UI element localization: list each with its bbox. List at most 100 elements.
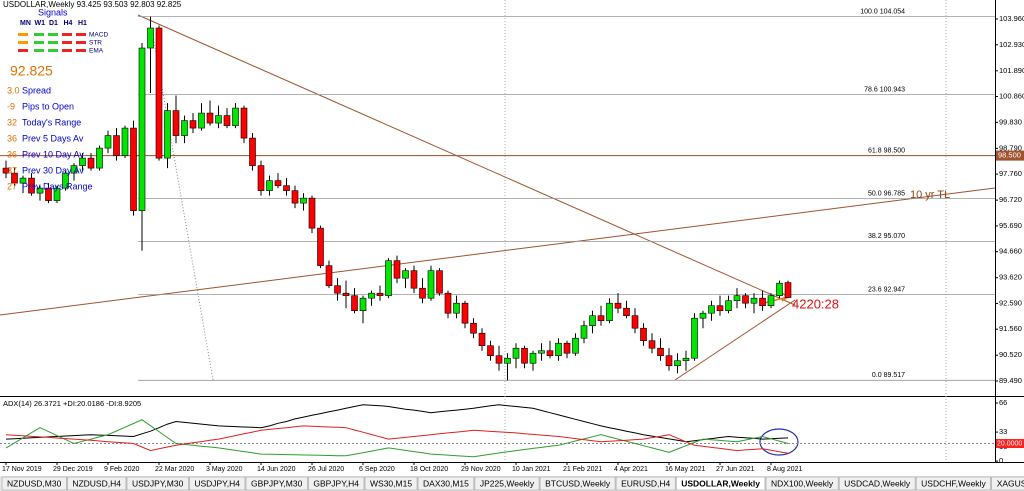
tab[interactable]	[417, 476, 475, 491]
y-tick-label: 90.520	[999, 350, 1022, 359]
fib-label: 50.0 96.785	[868, 190, 905, 197]
candle-body	[504, 357, 511, 364]
candle-body	[487, 345, 494, 357]
info-value: 36	[7, 133, 17, 143]
price-marker-box	[996, 150, 1024, 161]
candle-body	[529, 352, 537, 364]
tab[interactable]	[838, 476, 916, 491]
trend-line	[674, 299, 796, 381]
candle-body	[206, 112, 214, 124]
tab-label[interactable]: WS30,M15	[370, 478, 412, 488]
y-tick-label: 103.960	[999, 14, 1024, 23]
tab-label[interactable]: USDJPY,H4	[194, 478, 240, 488]
x-tick-label: 10 Jan 2021	[512, 466, 551, 473]
tab-label[interactable]: USDCHF,Weekly	[921, 478, 986, 488]
candle-body	[631, 315, 639, 329]
x-tick-label: 29 Dec 2019	[53, 466, 93, 473]
y-tick-label: 33	[999, 427, 1007, 436]
tab[interactable]	[67, 476, 127, 491]
x-tick-label: 6 Sep 2020	[359, 466, 395, 473]
x-tick-label: 18 Oct 2020	[410, 466, 448, 473]
candle-body	[155, 27, 163, 159]
candle-body	[606, 302, 613, 322]
signal-dot	[62, 49, 72, 52]
level-box	[996, 439, 1024, 449]
candle-body	[96, 147, 103, 169]
tab-label[interactable]: JP225,Weekly	[480, 478, 535, 488]
candle-body	[36, 187, 44, 194]
candle-body	[283, 185, 290, 191]
tab-label[interactable]: GBPJPY,M30	[251, 478, 303, 488]
candle-body	[317, 227, 324, 266]
tab[interactable]	[675, 476, 766, 491]
candle-body	[546, 350, 554, 357]
timeframe-label: H1	[78, 20, 87, 27]
tab[interactable]	[126, 476, 189, 491]
tab-label[interactable]: USDJPY,M30	[132, 478, 184, 488]
signal-dot	[34, 49, 44, 52]
candle-body	[572, 337, 579, 354]
candle-body	[436, 270, 443, 294]
x-tick-label: 17 Nov 2019	[2, 466, 42, 473]
highlight-ellipse	[759, 428, 799, 456]
tab[interactable]	[615, 476, 676, 491]
candle-body	[461, 302, 469, 324]
fib-label: 61.8 98.500	[868, 147, 905, 154]
candle-body	[266, 180, 273, 191]
chart-header: USDOLLAR,Weekly 93.425 93.503 92.803 92.…	[3, 0, 182, 9]
candle-body	[750, 297, 758, 304]
candle-body	[368, 292, 375, 299]
tab[interactable]	[915, 476, 991, 491]
tab-label[interactable]: USDOLLAR,Weekly	[681, 478, 760, 488]
signal-dot	[76, 49, 86, 52]
signal-dot	[76, 33, 86, 36]
tab-label[interactable]: XAGUSD,H4	[997, 478, 1024, 488]
tab-label[interactable]: NZDUSD,H4	[72, 478, 121, 488]
tab[interactable]	[189, 476, 246, 491]
tab[interactable]	[539, 476, 616, 491]
tab-label[interactable]: EURUSD,H4	[621, 478, 670, 488]
candle-body	[325, 265, 333, 286]
tab-label[interactable]: GBPJPY,H4	[313, 478, 359, 488]
tab[interactable]	[1, 476, 67, 491]
candle-body	[164, 110, 171, 159]
tab[interactable]	[765, 476, 839, 491]
y-tick-label: 97.760	[999, 169, 1022, 178]
dotted-line	[151, 29, 214, 381]
tab[interactable]	[364, 476, 418, 491]
candle-body	[555, 342, 562, 357]
x-tick-label: 14 Jun 2020	[257, 466, 296, 473]
y-tick-label: 91.560	[999, 324, 1022, 333]
adx-header: ADX(14) 26.3721 +DI:20.0186 -DI:8.9205	[3, 399, 141, 408]
candle-body	[385, 260, 392, 296]
tab-label[interactable]: NZDUSD,M30	[7, 478, 62, 488]
tab-label[interactable]: NDX100,Weekly	[771, 478, 834, 488]
candle-body	[232, 107, 239, 126]
signal-dot	[48, 49, 58, 52]
tab[interactable]	[474, 476, 540, 491]
candle-body	[691, 317, 698, 359]
tab[interactable]	[245, 476, 308, 491]
candle-body	[45, 187, 52, 201]
annotation: 4220:28	[792, 296, 839, 311]
candle-body	[113, 135, 120, 156]
tab-bar: NZDUSD,M30 NZDUSD,H4 USDJPY,M30 USDJPY,H4 GB…	[0, 476, 1024, 491]
level-label: 20.0000	[997, 440, 1022, 447]
candle-body	[308, 197, 316, 229]
fib-label: 23.6 92.947	[868, 286, 905, 293]
candle-body	[733, 295, 741, 301]
candle-body	[223, 115, 231, 126]
tab-label[interactable]: USDCAD,Weekly	[844, 478, 911, 488]
info-value: 32	[7, 117, 17, 127]
tab[interactable]	[991, 476, 1024, 491]
tab[interactable]	[308, 476, 365, 491]
candle-body	[776, 282, 783, 296]
candle-body	[674, 360, 681, 367]
candle-body	[198, 112, 205, 129]
info-label: Prev 30 Day Av	[22, 165, 84, 175]
tab-label[interactable]: BTCUSD,Weekly	[545, 478, 611, 488]
tab-label[interactable]: DAX30,M15	[423, 478, 469, 488]
candle-body	[767, 295, 775, 306]
